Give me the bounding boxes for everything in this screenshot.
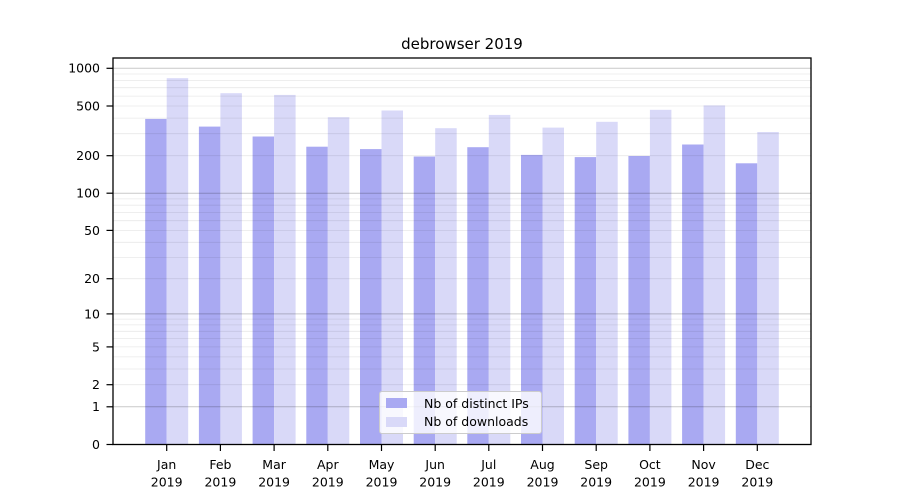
y-tick-label: 100 — [76, 186, 100, 201]
bar-downloads — [327, 117, 350, 445]
legend: Nb of distinct IPs Nb of downloads — [379, 391, 542, 434]
x-tick-label: Mar 2019 — [258, 457, 290, 490]
legend-label-distinct-ips: Nb of distinct IPs — [424, 395, 529, 411]
bar-downloads — [435, 128, 457, 445]
bar-downloads — [649, 109, 672, 445]
legend-item-downloads: Nb of downloads — [386, 413, 533, 431]
y-tick-label: 500 — [76, 98, 100, 113]
x-tick-label: Dec 2019 — [741, 457, 773, 490]
y-tick-label: 20 — [84, 271, 100, 286]
bar-downloads — [166, 78, 189, 445]
bar-downloads — [703, 105, 726, 445]
legend-swatch-downloads — [386, 416, 407, 427]
bar-distinct-ips — [574, 157, 597, 445]
y-tick-label: 50 — [84, 223, 100, 238]
bar-distinct-ips — [360, 149, 382, 445]
x-tick-label: Oct 2019 — [634, 457, 666, 490]
bar-downloads — [274, 94, 296, 445]
bar-downloads — [757, 132, 779, 445]
y-tick-label: 0 — [92, 437, 100, 452]
bar-distinct-ips — [521, 154, 543, 445]
bar-distinct-ips — [467, 147, 489, 445]
bar-distinct-ips — [628, 156, 650, 445]
chart-title: debrowser 2019 — [401, 35, 523, 53]
x-tick-label: Nov 2019 — [688, 457, 720, 490]
y-tick-label: 200 — [76, 148, 100, 163]
x-tick-label: Feb 2019 — [204, 457, 236, 490]
bar-distinct-ips — [145, 118, 167, 445]
bar-distinct-ips — [198, 126, 221, 445]
x-tick-label: Apr 2019 — [312, 457, 344, 490]
y-tick-label: 2 — [92, 377, 100, 392]
bar-downloads — [542, 127, 564, 445]
legend-item-distinct-ips: Nb of distinct IPs — [386, 394, 533, 412]
bar-distinct-ips — [252, 136, 275, 445]
x-tick-label: Aug 2019 — [527, 457, 559, 490]
bar-downloads — [488, 114, 511, 445]
legend-swatch-distinct-ips — [386, 398, 407, 409]
bar-downloads — [220, 93, 242, 445]
y-tick-label: 1000 — [68, 61, 100, 76]
bar-downloads — [596, 121, 618, 445]
legend-label-downloads: Nb of downloads — [424, 414, 529, 430]
bar-distinct-ips — [306, 146, 328, 445]
bar-distinct-ips — [735, 163, 758, 445]
x-tick-label: May 2019 — [366, 457, 398, 490]
y-tick-label: 5 — [92, 339, 100, 354]
x-tick-label: Jan 2019 — [151, 457, 183, 490]
bar-distinct-ips — [682, 144, 704, 445]
x-tick-label: Jul 2019 — [473, 457, 505, 490]
bar-downloads — [381, 110, 403, 445]
plot-frame — [112, 57, 812, 446]
y-tick-label: 10 — [84, 306, 100, 321]
y-tick-label: 1 — [92, 399, 100, 414]
x-tick-label: Jun 2019 — [419, 457, 451, 490]
x-tick-label: Sep 2019 — [580, 457, 612, 490]
bar-distinct-ips — [413, 156, 436, 445]
